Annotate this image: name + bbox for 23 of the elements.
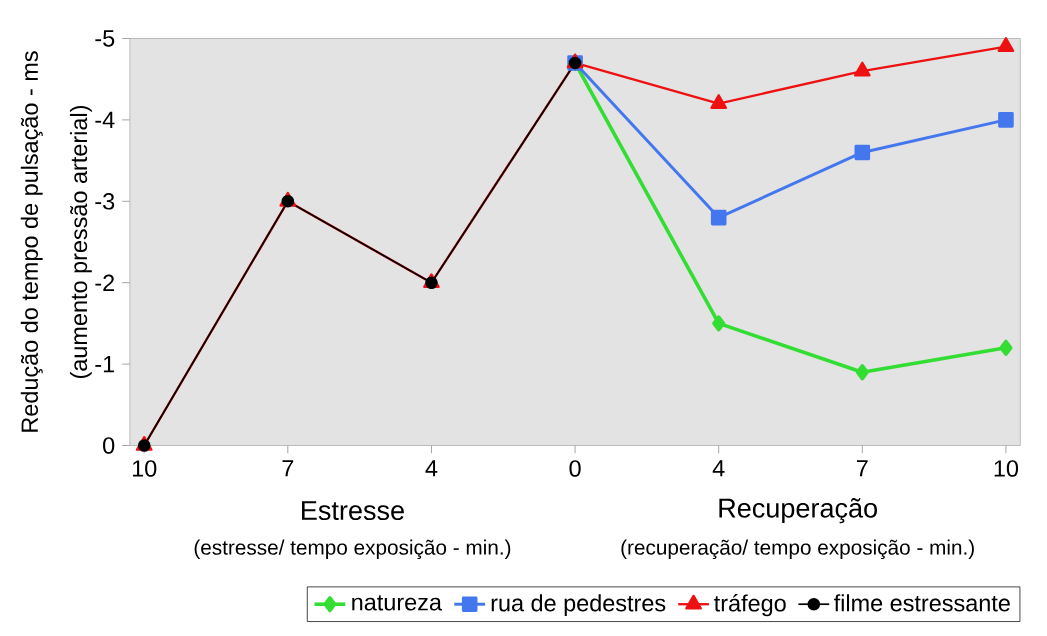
text: Recuperação (719, 497, 877, 523)
y-tick-label: -1 (95, 355, 115, 372)
text: (aumento pressão arterial) (69, 105, 92, 378)
x-tick-label: 7 (857, 459, 868, 477)
legend-label: filme estressante (834, 594, 1010, 612)
y-tick-label: -3 (95, 192, 115, 210)
text: Estresse (302, 500, 404, 520)
x-tick-label: 10 (132, 459, 157, 477)
y-tick-label: -5 (95, 30, 115, 47)
x-tick-label: 10 (994, 459, 1019, 477)
y-tick-label: -4 (95, 111, 115, 128)
x-tick-label: 7 (282, 459, 294, 477)
legend-label: rua de pedestres (491, 594, 666, 616)
y-axis-title: Redução do tempo de pulsação - ms (20, 51, 43, 432)
text: (recuperação/ tempo exposição - min.) (621, 539, 974, 559)
legend-label: natureza (352, 594, 442, 611)
x-tick-label: 4 (425, 459, 438, 477)
y-tick-label: -2 (95, 274, 114, 291)
legend-label: tráfego (714, 593, 786, 617)
text: (estresse/ tempo exposição - min.) (194, 539, 511, 559)
y-tick-label: 0 (103, 436, 115, 454)
x-tick-label: 0 (569, 459, 581, 477)
x-tick-label: 4 (712, 459, 725, 477)
